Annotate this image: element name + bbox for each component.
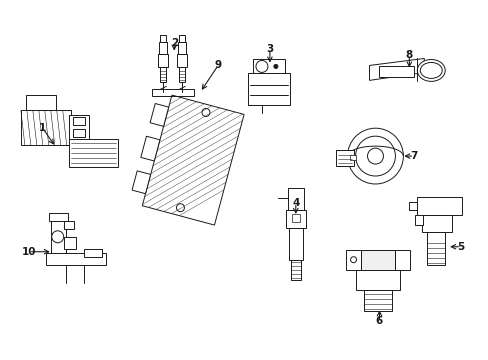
Circle shape — [202, 108, 209, 116]
Circle shape — [367, 148, 383, 164]
Bar — [152, 89, 194, 96]
Bar — [414, 215, 423, 225]
Bar — [345, 250, 409, 270]
Bar — [159, 41, 167, 54]
Bar — [158, 54, 168, 67]
Bar — [287, 188, 303, 210]
Text: 7: 7 — [410, 151, 417, 161]
Bar — [63, 237, 76, 249]
Bar — [252, 59, 285, 73]
Bar — [71, 147, 115, 150]
Bar — [46, 253, 105, 265]
Bar — [178, 41, 186, 54]
Bar — [71, 152, 115, 155]
Text: 1: 1 — [39, 123, 46, 133]
Circle shape — [255, 60, 267, 72]
Text: 6: 6 — [375, 316, 382, 327]
Bar — [288, 228, 302, 260]
Bar — [335, 150, 353, 166]
Text: 2: 2 — [170, 37, 178, 48]
Bar — [427, 232, 444, 265]
Bar — [179, 35, 185, 42]
Text: 3: 3 — [266, 44, 273, 54]
Bar — [21, 110, 71, 145]
Bar — [68, 115, 88, 140]
Polygon shape — [141, 136, 160, 161]
Bar — [177, 54, 187, 67]
Bar — [379, 67, 413, 77]
Bar — [73, 117, 84, 125]
Bar — [422, 215, 451, 232]
Ellipse shape — [420, 62, 441, 78]
Circle shape — [52, 231, 63, 243]
Bar — [68, 139, 118, 167]
Bar — [408, 202, 416, 210]
Circle shape — [176, 204, 184, 212]
Bar — [179, 67, 185, 82]
Circle shape — [350, 257, 356, 263]
Text: 8: 8 — [405, 50, 412, 60]
Circle shape — [273, 64, 277, 68]
Bar — [247, 73, 289, 105]
Bar — [160, 35, 166, 42]
Bar — [355, 270, 400, 289]
Bar — [360, 250, 395, 270]
Bar — [285, 210, 305, 228]
Text: 10: 10 — [21, 247, 36, 257]
Bar — [363, 289, 392, 311]
Ellipse shape — [416, 59, 444, 81]
Bar — [63, 221, 74, 229]
Bar — [83, 249, 102, 257]
Bar — [416, 197, 461, 215]
Polygon shape — [150, 104, 168, 126]
Bar — [71, 162, 115, 165]
Bar — [291, 214, 299, 222]
Bar — [290, 260, 300, 280]
Bar — [49, 213, 67, 221]
Polygon shape — [369, 58, 424, 80]
Circle shape — [347, 128, 403, 184]
Bar — [71, 157, 115, 160]
Bar — [160, 67, 166, 82]
Text: 5: 5 — [457, 242, 464, 252]
Circle shape — [355, 136, 395, 176]
Text: 4: 4 — [291, 198, 299, 208]
Text: 9: 9 — [214, 60, 221, 71]
Polygon shape — [132, 171, 150, 194]
Bar — [73, 129, 84, 137]
Bar — [51, 221, 65, 253]
Polygon shape — [142, 95, 244, 225]
Bar — [26, 95, 56, 110]
Bar — [71, 142, 115, 145]
Bar — [349, 155, 355, 160]
